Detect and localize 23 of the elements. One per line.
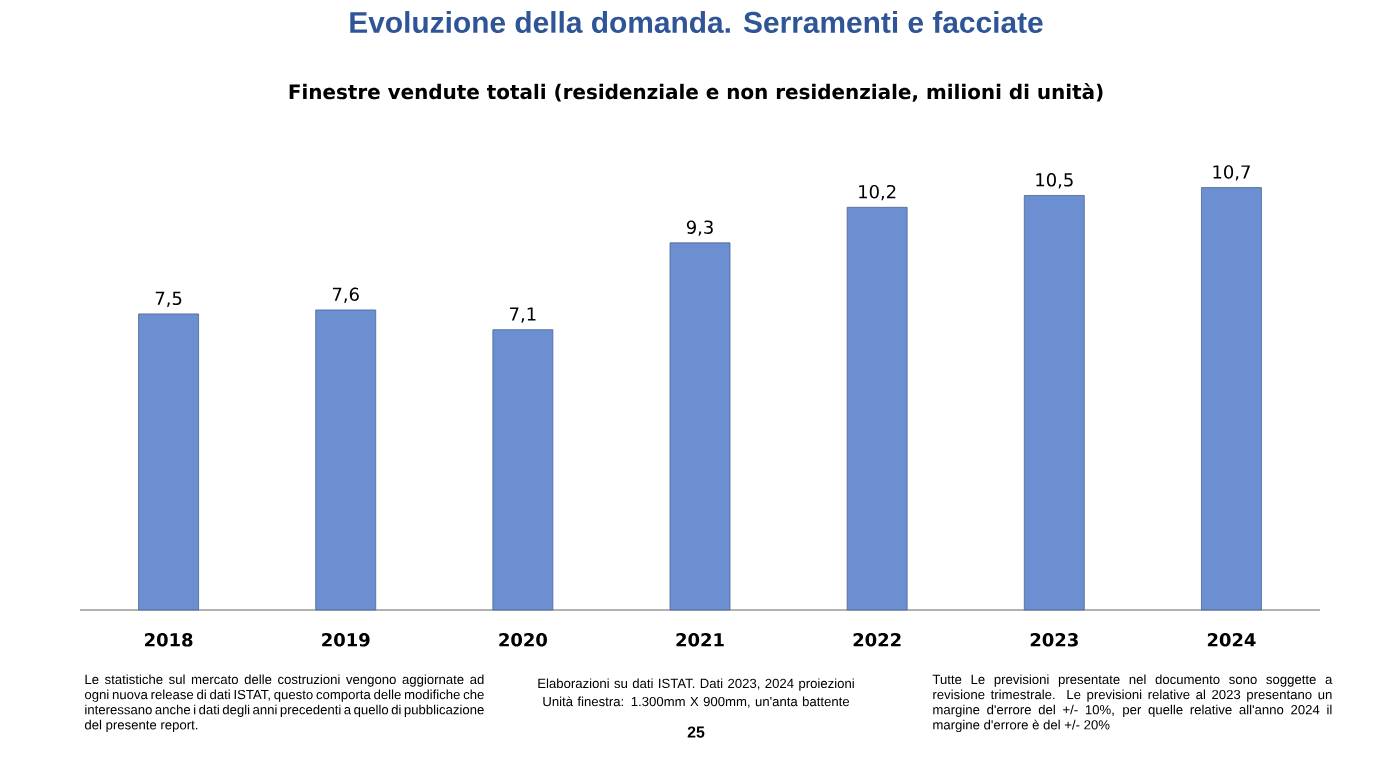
data-label: 7,6 xyxy=(332,287,359,303)
x-tick-label: 2018 xyxy=(145,633,193,647)
x-tick-label: 2020 xyxy=(499,633,547,647)
bar xyxy=(138,313,199,611)
x-tick-label: 2022 xyxy=(853,633,901,647)
data-label: 7,1 xyxy=(510,307,536,323)
chart-subtitle: Finestre vendute totali (residenziale e non residenziale, milioni di unità) xyxy=(289,83,1103,102)
data-label: 9,3 xyxy=(686,220,713,236)
chart-title: Evoluzione della domanda. Serramenti e facciate xyxy=(350,11,1043,33)
x-tick-label: 2023 xyxy=(1030,633,1078,647)
data-label: 10,7 xyxy=(1213,165,1250,181)
bar xyxy=(669,242,731,611)
data-label: 10,2 xyxy=(859,184,896,201)
bar xyxy=(315,309,377,611)
data-label: 10,5 xyxy=(1036,173,1073,189)
bar xyxy=(1023,195,1085,611)
bar xyxy=(846,206,908,611)
bar xyxy=(492,329,554,611)
x-tick-label: 2021 xyxy=(676,633,724,647)
x-tick-label: 2024 xyxy=(1207,633,1256,647)
data-label: 7,5 xyxy=(155,291,182,307)
x-tick-label: 2019 xyxy=(322,633,370,647)
bar xyxy=(1201,187,1262,611)
